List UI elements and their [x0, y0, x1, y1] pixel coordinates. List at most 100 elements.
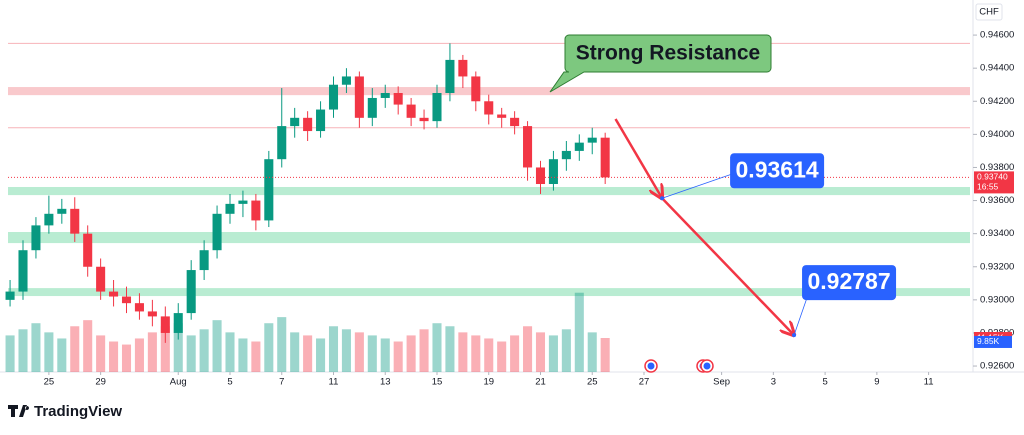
candle-body [484, 101, 494, 115]
x-tick-label: 15 [432, 377, 443, 388]
currency-box [975, 3, 1003, 21]
x-tick-label: 19 [483, 377, 494, 388]
volume-bar [44, 332, 54, 372]
volume-bar [147, 332, 157, 372]
volume-bar [484, 338, 494, 372]
candle-body [96, 266, 106, 292]
volume-bar [83, 320, 93, 372]
y-tick-label: 0.92600 [980, 361, 1014, 372]
volume-bar [31, 323, 41, 372]
x-tick-label: 9 [874, 377, 879, 388]
x-tick-label: 21 [535, 377, 546, 388]
candle-body [523, 126, 533, 168]
logo: TradingView [8, 403, 122, 420]
candle-body [18, 250, 28, 292]
volume-bar [96, 335, 106, 372]
target-box [802, 265, 897, 301]
x-tick-label: 27 [639, 377, 650, 388]
volume-bar [290, 332, 300, 372]
candle-body [290, 117, 300, 127]
volume-bar [5, 335, 15, 372]
zone [8, 232, 970, 244]
candle-body [458, 59, 468, 77]
logo-icon [8, 405, 30, 417]
candle-body [31, 225, 41, 251]
x-tick-label: Aug [170, 377, 187, 388]
x-tick-label: 5 [227, 377, 232, 388]
candle-body [341, 76, 351, 85]
last-price-label: 0.93740 [977, 172, 1008, 182]
volume-bar [264, 323, 274, 372]
volume-tag-label: 9.85K [977, 336, 1000, 346]
volume-tag [974, 335, 1012, 348]
volume-bar [225, 332, 235, 372]
volume-bar [535, 332, 546, 372]
zone [8, 87, 970, 96]
candle-body [406, 104, 416, 118]
candle-body [419, 117, 429, 122]
candle-body [367, 97, 377, 118]
volume-bar [419, 329, 429, 372]
volume-bar [432, 323, 442, 372]
y-tick-label: 0.94600 [980, 30, 1014, 41]
candle-body [277, 126, 287, 160]
zone [8, 186, 970, 196]
candle-body [510, 117, 520, 127]
x-tick-label: 29 [95, 377, 106, 388]
volume-bar [471, 335, 481, 372]
candle-body [5, 291, 15, 300]
candle-body [225, 203, 235, 214]
volume-bar [406, 335, 416, 372]
target-box [730, 153, 825, 189]
x-tick-label: 25 [44, 377, 55, 388]
candle-body [432, 93, 442, 122]
candle-body [587, 137, 597, 143]
event-icon-inner [703, 362, 711, 370]
candle-body [561, 150, 571, 160]
volume-bar [367, 335, 377, 372]
volume-bar [212, 320, 222, 372]
volume-bar [186, 335, 196, 372]
x-tick-label: 5 [822, 377, 827, 388]
callout-box [549, 34, 772, 93]
y-tick-label: 0.93400 [980, 228, 1014, 239]
volume-bar [70, 326, 80, 372]
volume-bar [199, 329, 209, 372]
volume-bar [328, 326, 339, 372]
projection-arrow [614, 118, 663, 198]
volume-bar [523, 326, 533, 372]
projection-arrow [661, 197, 794, 335]
x-tick-label: 13 [380, 377, 391, 388]
y-tick-label: 0.94000 [980, 129, 1014, 140]
volume-bar [587, 332, 597, 372]
candle-body [160, 316, 170, 333]
volume-bar [380, 338, 390, 372]
x-tick-label: 11 [329, 377, 339, 388]
y-tick-label: 0.93800 [980, 162, 1014, 173]
candle-body [574, 142, 584, 151]
x-tick-label: 3 [771, 377, 776, 388]
volume-bar [121, 344, 132, 372]
candle-body [535, 167, 546, 185]
volume-bar [497, 341, 507, 372]
candle-body [264, 159, 274, 221]
volume-bar [341, 329, 351, 372]
last-price-time: 16:55 [977, 182, 999, 192]
candle-body [186, 270, 196, 314]
y-tick-label: 0.93000 [980, 294, 1014, 305]
x-tick-label: Sep [713, 377, 730, 388]
callout-text: Strong Resistance [576, 42, 760, 65]
target-point [660, 196, 665, 201]
x-tick-label: 11 [924, 377, 934, 388]
candle-body [316, 109, 326, 132]
candle-body [212, 213, 222, 251]
volume-bar [238, 338, 248, 372]
candle-body [251, 200, 261, 221]
candle-body [134, 303, 144, 312]
volume-bar [134, 338, 144, 372]
candle-body [600, 137, 610, 178]
candle-body [83, 233, 93, 267]
candle-body [70, 208, 80, 234]
